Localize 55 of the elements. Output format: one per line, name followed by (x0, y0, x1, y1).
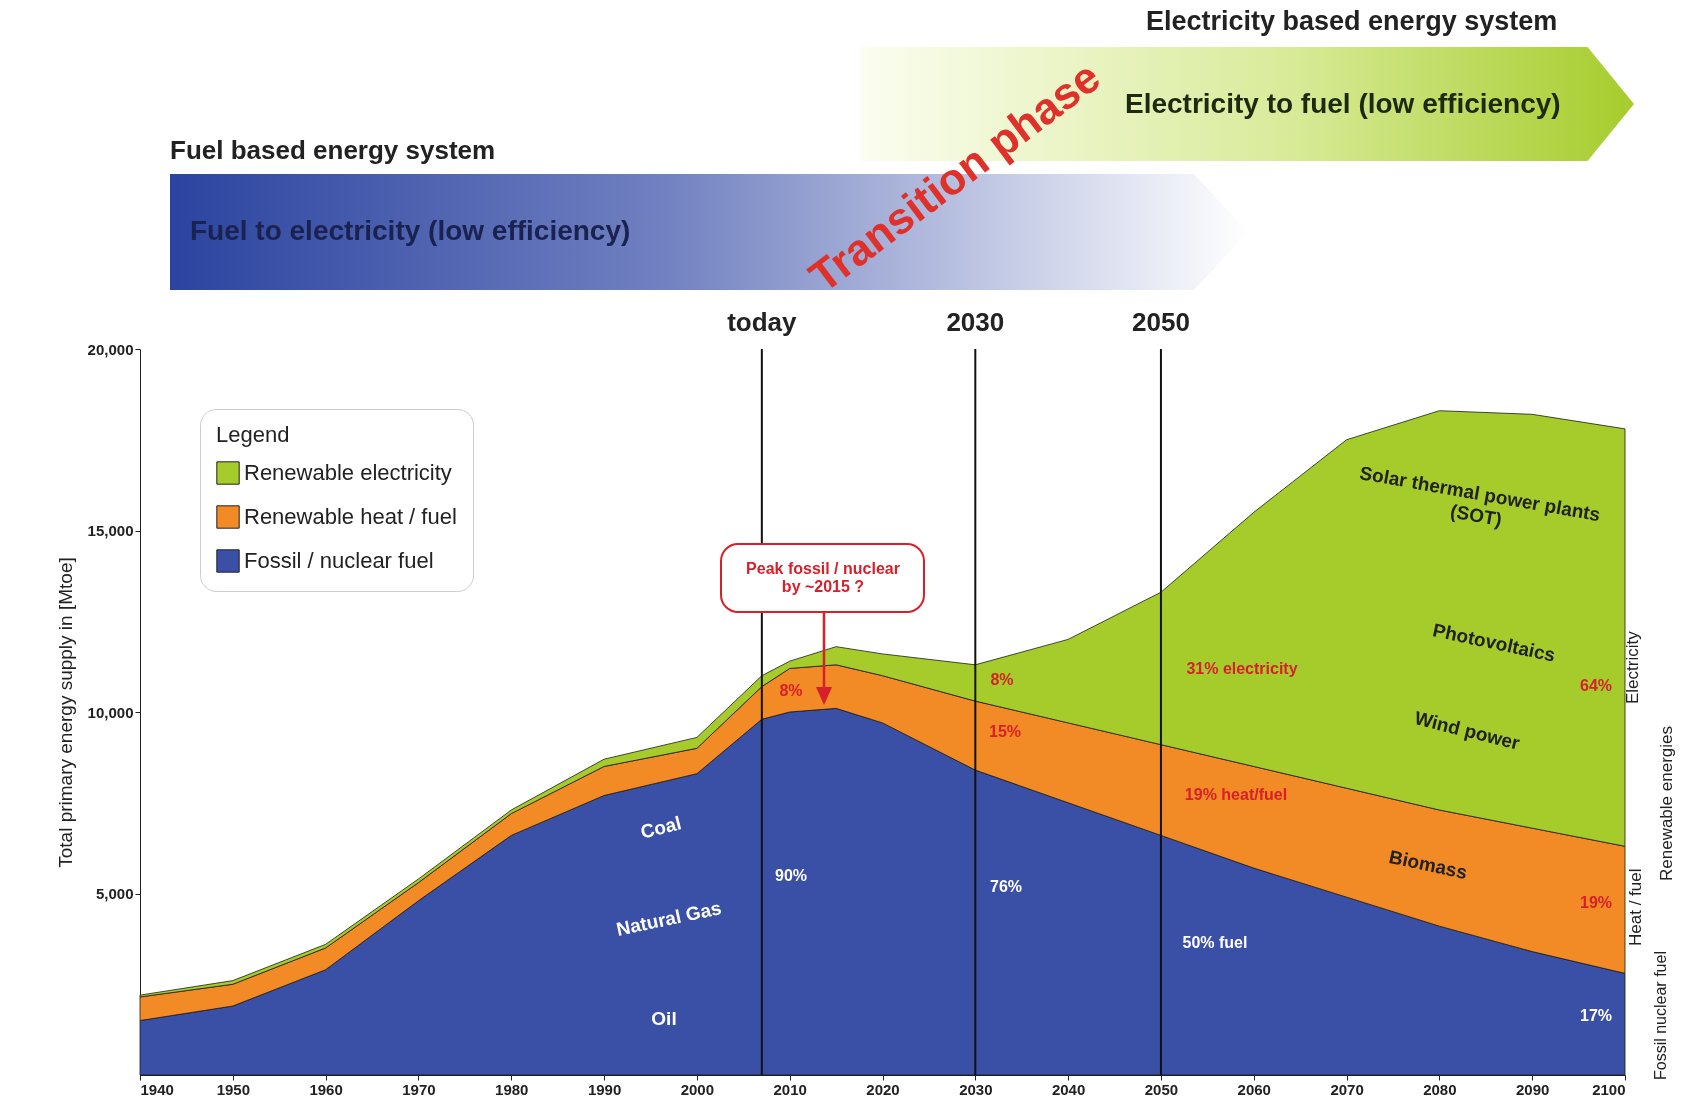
x-tick-label: 2010 (773, 1080, 807, 1098)
x-tick-label: 1940 (140, 1080, 174, 1098)
y-axis-title: Total primary energy supply in [Mtoe] (54, 557, 76, 868)
x-tick-label: 2090 (1516, 1080, 1550, 1098)
legend-label: Renewable heat / fuel (244, 504, 457, 529)
annotation: 8% (990, 671, 1014, 689)
text: Renewable energies (1656, 726, 1677, 881)
annotation: 19% heat/fuel (1184, 786, 1288, 804)
annotation: 50% fuel (1182, 934, 1248, 952)
x-tick-label: 2100 (1592, 1080, 1626, 1098)
text: Electricity based energy system (1146, 6, 1558, 37)
y-tick-label: 10,000 (87, 703, 134, 721)
text: Electricity to fuel (low efficiency) (1125, 88, 1561, 120)
x-tick-label: 2050 (1144, 1080, 1179, 1098)
x-tick-label: 1990 (587, 1080, 622, 1098)
x-tick-label: 1980 (495, 1080, 529, 1098)
annotation: 76% (989, 878, 1023, 896)
y-tick-label: 15,000 (87, 522, 134, 539)
text: Fuel based energy system (170, 135, 496, 166)
text: Heat / fuel (1625, 868, 1646, 946)
text: Fuel to electricity (low efficiency) (190, 215, 631, 247)
x-tick-label: 2070 (1330, 1080, 1364, 1098)
x-tick-label: 2040 (1051, 1080, 1086, 1098)
annotation: 8% (779, 682, 803, 700)
legend-title: Legend (216, 422, 290, 447)
annotation: Solar thermal power plants (SOT) (1357, 461, 1603, 533)
annotation: 17% (1579, 1007, 1613, 1025)
annotation: Biomass (1386, 846, 1470, 884)
x-tick-label: 2020 (866, 1080, 900, 1098)
annotation: Natural Gas (614, 897, 724, 941)
ref-line-label: 2030 (946, 307, 1005, 337)
x-tick-label: 1970 (402, 1080, 436, 1098)
text: Fossil nuclear fuel (1652, 951, 1671, 1080)
annotation: Coal (638, 812, 684, 844)
annotation: Wind power (1412, 707, 1522, 755)
x-tick-label: 2000 (680, 1080, 715, 1098)
annotation: 90% (774, 867, 808, 885)
x-tick-label: 2030 (959, 1080, 993, 1098)
annotation: Peak fossil / nuclear by ~2015 ? (745, 560, 901, 596)
y-tick-label: 20,000 (87, 340, 134, 358)
x-tick-label: 2060 (1237, 1080, 1271, 1098)
annotation: 15% (988, 723, 1022, 741)
annotation: Electricity (1622, 631, 1643, 704)
y-tick-label: 5,000 (95, 885, 134, 902)
legend-label: Fossil / nuclear fuel (244, 548, 434, 573)
annotation: 31% electricity (1186, 660, 1298, 678)
legend-label: Renewable electricity (244, 460, 452, 485)
annotation: Oil (651, 1008, 677, 1030)
x-tick-label: 2080 (1423, 1080, 1457, 1098)
x-tick-label: 1960 (309, 1080, 343, 1098)
ref-line-label: today (727, 307, 798, 337)
annotation: 64% (1579, 677, 1613, 695)
annotation: 19% (1579, 894, 1613, 912)
x-tick-label: 1950 (216, 1080, 250, 1098)
ref-line-label: 2050 (1132, 307, 1190, 337)
